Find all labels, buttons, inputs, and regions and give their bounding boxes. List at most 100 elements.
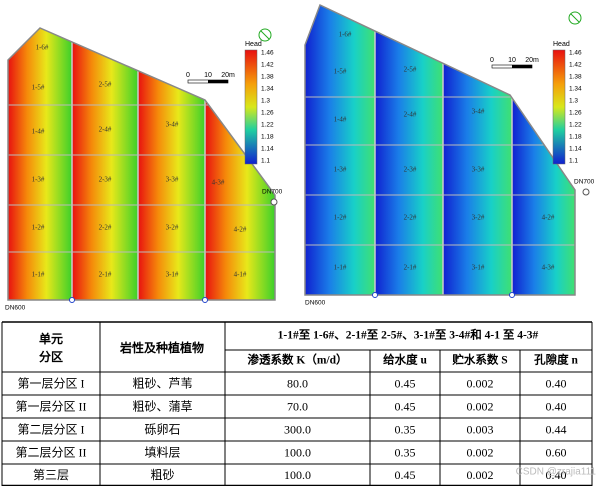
colorbar: [552, 49, 566, 165]
scale-label: 20m: [221, 72, 235, 79]
table-text: 第二层分区 I: [18, 422, 85, 436]
cell-label: 4-1#: [234, 271, 247, 279]
legend-tick: 1.34: [569, 86, 582, 93]
compass-needle: [260, 30, 270, 40]
table-text: 0.60: [546, 445, 567, 459]
outlet: [69, 297, 75, 303]
legend-tick: 1.22: [261, 122, 274, 129]
table-text: 0.45: [395, 468, 416, 482]
table-text: 0.40: [546, 399, 567, 413]
scale-label: 0: [490, 57, 494, 64]
cell-label: 4-3#: [542, 264, 555, 272]
outlet: [509, 292, 515, 298]
legend-tick: 1.22: [569, 122, 582, 129]
table-text: 粗砂、蒲草: [132, 399, 192, 413]
cell-label: 3-4#: [472, 108, 485, 116]
table-text: 0.002: [467, 376, 494, 390]
zone-field: [72, 28, 138, 300]
table-text: 0.003: [467, 422, 494, 436]
cell-label: 1-3#: [32, 176, 45, 184]
table-text: 贮水系数 S: [451, 353, 507, 367]
outlet: [270, 198, 278, 206]
table-text: 0.002: [467, 468, 494, 482]
cell-label: 3-4#: [166, 121, 179, 129]
table-text: 0.35: [395, 422, 416, 436]
table-text: 第二层分区 II: [16, 445, 87, 459]
cell-label: 3-1#: [472, 264, 485, 272]
compass: [568, 11, 582, 25]
table-text: 100.0: [284, 445, 311, 459]
cell-label: 2-3#: [404, 166, 417, 174]
legend-tick: 1.18: [261, 134, 274, 141]
table-text: 0.45: [395, 399, 416, 413]
table-text: 渗透系数 K（m/d）: [248, 353, 348, 367]
cell-label: 1-5#: [334, 68, 347, 76]
legend-tick: 1.34: [261, 86, 274, 93]
legend-tick: 1.42: [569, 62, 582, 69]
colorbar: [244, 49, 258, 165]
zone-field: [8, 28, 72, 300]
cell-label: 3-3#: [166, 176, 179, 184]
table-text: 100.0: [284, 468, 311, 482]
table-text: 0.40: [546, 376, 567, 390]
scale-label: 20m: [525, 57, 539, 64]
cell-label: 2-2#: [99, 224, 112, 232]
outlet: [372, 292, 378, 298]
table-text: 0.45: [395, 376, 416, 390]
table-text: 粗砂: [150, 468, 174, 482]
cell-label: 2-4#: [404, 111, 417, 119]
legend-tick: 1.3: [261, 98, 270, 105]
map-outline: [304, 3, 576, 296]
legend-tick: 1.1: [261, 158, 270, 165]
cell-label: 1-2#: [334, 214, 347, 222]
table-text: 第一层分区 I: [18, 376, 85, 390]
cell-label: 4-2#: [234, 226, 247, 234]
table-text: 粗砂、芦苇: [132, 376, 192, 390]
scale-bar: [208, 80, 228, 83]
cell-label: 4-2#: [542, 214, 555, 222]
legend-tick: 1.46: [261, 50, 274, 57]
cell-label: 1-6#: [36, 44, 49, 52]
compass-needle: [570, 13, 580, 23]
legend-tick: 1.14: [569, 146, 582, 153]
watermark: CSDN @zrajia111: [516, 467, 597, 478]
legend-tick: 1.42: [261, 62, 274, 69]
table-text: 岩性及种植植物: [119, 340, 204, 355]
legend-tick: 1.18: [569, 134, 582, 141]
legend-tick: 1.1: [569, 158, 578, 165]
table-text: 给水度 u: [383, 353, 427, 367]
outlet: [202, 297, 208, 303]
legend-tick: 1.3: [569, 98, 578, 105]
table-text: 0.002: [467, 445, 494, 459]
cell-label: 3-1#: [166, 271, 179, 279]
cell-label: 4-3#: [212, 179, 225, 187]
cell-label: 2-4#: [99, 126, 112, 134]
table-text: 砾卵石: [144, 422, 180, 436]
legend-tick: 1.38: [261, 74, 274, 81]
cell-label: 2-1#: [404, 264, 417, 272]
legend-tick: 1.14: [261, 146, 274, 153]
cell-label: 1-6#: [339, 31, 352, 39]
cell-label: 3-2#: [472, 214, 485, 222]
cell-label: 2-5#: [404, 66, 417, 74]
scale-label: 10: [508, 57, 516, 64]
legend-tick: 1.38: [569, 74, 582, 81]
cell-label: 1-4#: [334, 116, 347, 124]
legend-tick: 1.26: [261, 110, 274, 117]
scale-label: 10: [204, 72, 212, 79]
outlet: [582, 188, 590, 196]
outlet-label: DN700: [262, 189, 283, 196]
table-text: 第一层分区 II: [16, 399, 87, 413]
cell-label: 1-1#: [32, 271, 45, 279]
table-text: 孔隙度 n: [534, 353, 578, 367]
table-text: 1-1#至 1-6#、2-1#至 2-5#、3-1#至 3-4#和 4-1 至 …: [278, 328, 539, 342]
cell-label: 1-2#: [32, 224, 45, 232]
cell-label: 1-1#: [334, 264, 347, 272]
table-text: 0.35: [395, 445, 416, 459]
cell-label: 2-3#: [99, 176, 112, 184]
table-text: 单元: [39, 331, 63, 346]
compass: [258, 28, 272, 42]
table-text: 0.002: [467, 399, 494, 413]
